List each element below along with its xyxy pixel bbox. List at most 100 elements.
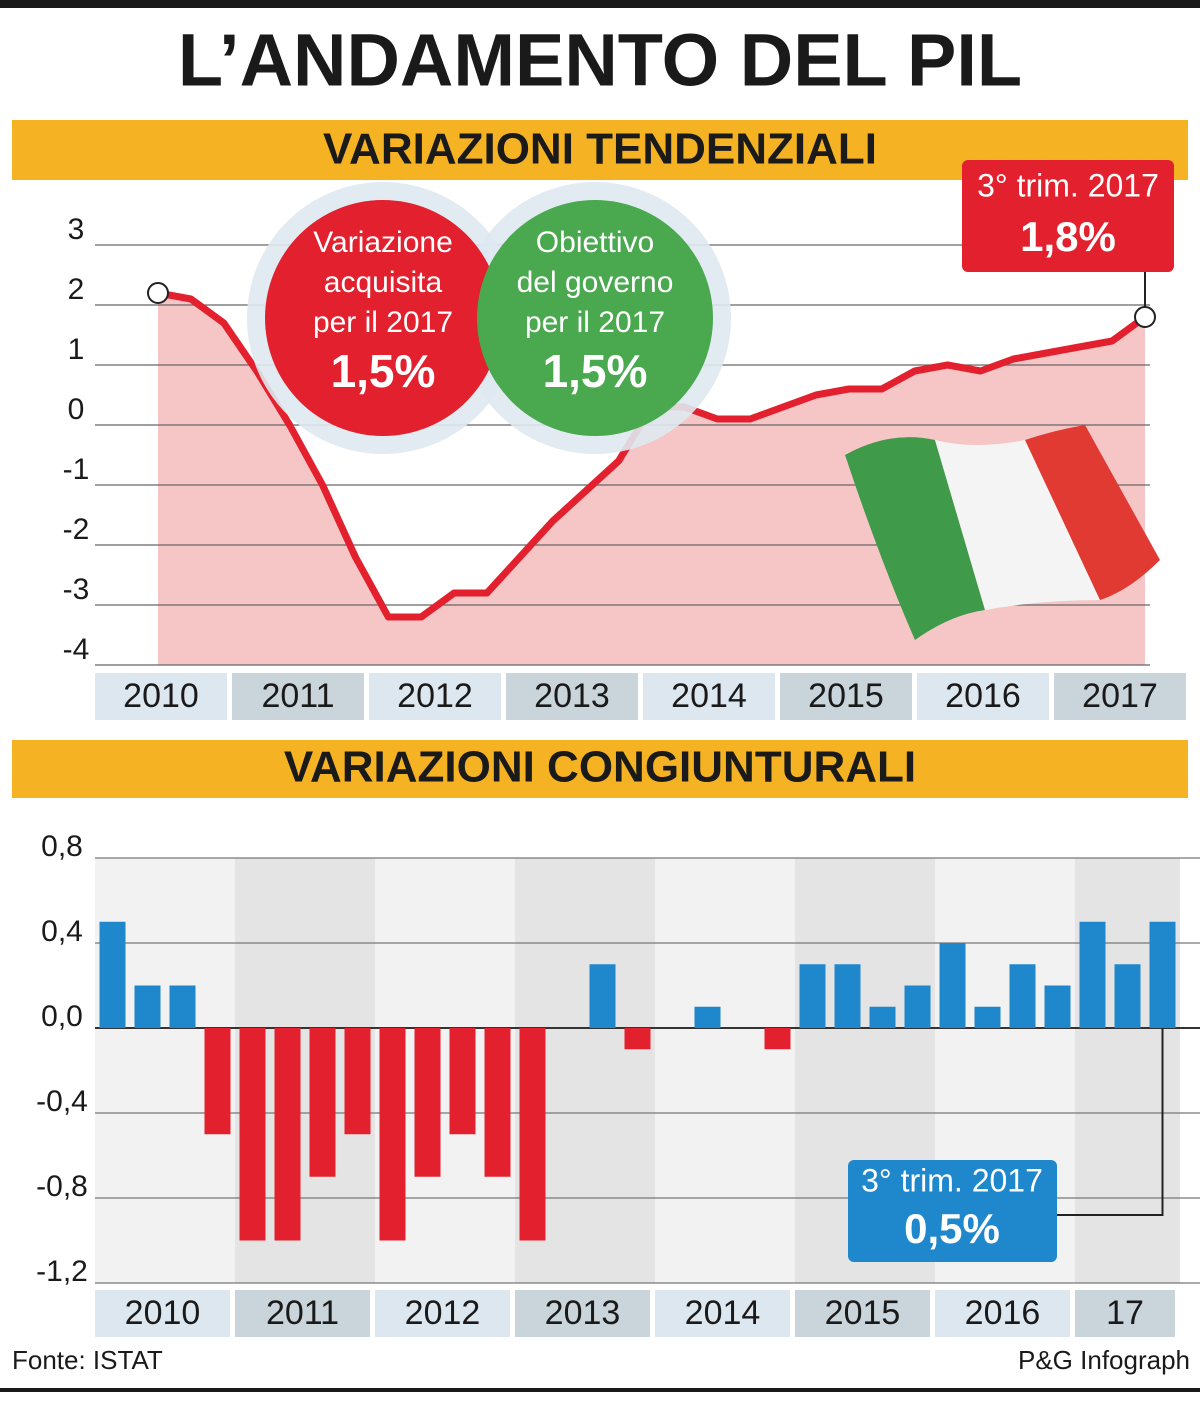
bar — [904, 985, 931, 1028]
y-tick-label: 0,8 — [41, 830, 83, 863]
x-band — [369, 673, 501, 720]
x-band — [917, 673, 1049, 720]
bar — [1149, 921, 1176, 1028]
callout-leader — [1057, 1028, 1164, 1216]
y-tick-label: 3 — [68, 213, 85, 246]
bubble-value: 1,5% — [543, 345, 648, 397]
bottom-rule — [0, 1388, 1200, 1392]
bubble-text: per il 2017 — [525, 306, 665, 339]
bar — [1009, 964, 1036, 1028]
flag-green — [845, 437, 985, 640]
bar — [134, 985, 161, 1028]
bar — [379, 1028, 406, 1241]
source: Fonte: ISTAT — [12, 1345, 163, 1375]
x-tick-label: 2011 — [261, 677, 334, 715]
callout-title: 3° trim. 2017 — [861, 1162, 1043, 1198]
x-tick-label: 2013 — [545, 1294, 621, 1332]
bar — [274, 1028, 301, 1241]
x-tick-label: 2015 — [825, 1294, 901, 1332]
x-band — [515, 1290, 650, 1337]
bubble-text: Obiettivo — [536, 226, 654, 259]
x-band — [506, 673, 638, 720]
bubble-value: 1,5% — [331, 345, 436, 397]
callout-value: 1,8% — [1020, 213, 1116, 260]
x-band — [232, 673, 364, 720]
y-tick-label: 0,0 — [41, 1000, 83, 1033]
x-tick-label: 2010 — [123, 677, 199, 715]
callout-title: 3° trim. 2017 — [977, 167, 1159, 203]
bar — [694, 1006, 721, 1028]
callout-box — [848, 1160, 1057, 1262]
bubble-text: Variazione — [313, 226, 453, 259]
y-tick-label: -1 — [63, 453, 90, 486]
x-band — [780, 673, 912, 720]
x-band — [655, 1290, 790, 1337]
bubble — [477, 200, 713, 436]
bubble-text: acquisita — [324, 266, 443, 299]
section-title: VARIAZIONI CONGIUNTURALI — [284, 743, 916, 792]
x-tick-label: 2016 — [965, 1294, 1041, 1332]
x-tick-label: 2014 — [671, 677, 747, 715]
bar — [834, 964, 861, 1028]
y-tick-label: 0 — [68, 393, 85, 426]
bar — [309, 1028, 336, 1177]
callout-box — [962, 160, 1174, 272]
x-tick-label: 2012 — [397, 677, 473, 715]
credit: P&G Infograph — [1018, 1345, 1190, 1375]
x-tick-label: 2010 — [125, 1294, 201, 1332]
y-tick-label: -0,8 — [36, 1170, 88, 1203]
y-tick-label: -2 — [63, 513, 90, 546]
start-marker — [147, 282, 169, 304]
bubble-text: per il 2017 — [313, 306, 453, 339]
bar — [869, 1006, 896, 1028]
y-tick-label: 1 — [68, 333, 85, 366]
bar — [99, 921, 126, 1028]
bar — [414, 1028, 441, 1177]
bar — [484, 1028, 511, 1177]
x-band — [95, 673, 227, 720]
bubble-text: del governo — [517, 266, 674, 299]
top-rule — [0, 0, 1200, 8]
x-tick-label: 2015 — [808, 677, 884, 715]
bar — [799, 964, 826, 1028]
x-tick-label: 2017 — [1082, 677, 1158, 715]
x-band — [1075, 1290, 1175, 1337]
bar — [589, 964, 616, 1028]
bar — [169, 985, 196, 1028]
x-tick-label: 17 — [1106, 1294, 1144, 1332]
x-tick-label: 2012 — [405, 1294, 481, 1332]
bar — [764, 1028, 791, 1050]
y-tick-label: -1,2 — [36, 1255, 88, 1288]
x-tick-label: 2011 — [266, 1294, 339, 1332]
x-tick-label: 2016 — [945, 677, 1021, 715]
x-tick-label: 2013 — [534, 677, 610, 715]
callout-value: 0,5% — [904, 1205, 1000, 1252]
x-band — [643, 673, 775, 720]
x-band — [1054, 673, 1186, 720]
bar — [204, 1028, 231, 1135]
bar — [239, 1028, 266, 1241]
bar — [344, 1028, 371, 1135]
charts: 3 2 1 0 -1 -2 -3 -4 2010 2011 2012 2013 2014 2015 2016… — [36, 160, 1200, 1337]
x-band — [95, 1290, 230, 1337]
end-marker — [1134, 306, 1156, 328]
x-tick-label: 2014 — [685, 1294, 761, 1332]
bar — [1079, 921, 1106, 1028]
bar — [1044, 985, 1071, 1028]
y-tick-label: -0,4 — [36, 1085, 88, 1118]
bar — [519, 1028, 546, 1241]
bar — [974, 1006, 1001, 1028]
group-band — [655, 858, 795, 1283]
bar — [1114, 964, 1141, 1028]
bubble — [265, 200, 501, 436]
bar — [939, 943, 966, 1028]
y-tick-label: 0,4 — [41, 915, 83, 948]
bar — [449, 1028, 476, 1135]
section-title: VARIAZIONI TENDENZIALI — [323, 125, 877, 174]
y-tick-label: -3 — [63, 573, 90, 606]
flag-white — [935, 440, 1100, 610]
y-tick-label: 2 — [68, 273, 85, 306]
x-band — [935, 1290, 1070, 1337]
main-title: L’ANDAMENTO DEL PIL — [178, 19, 1022, 102]
